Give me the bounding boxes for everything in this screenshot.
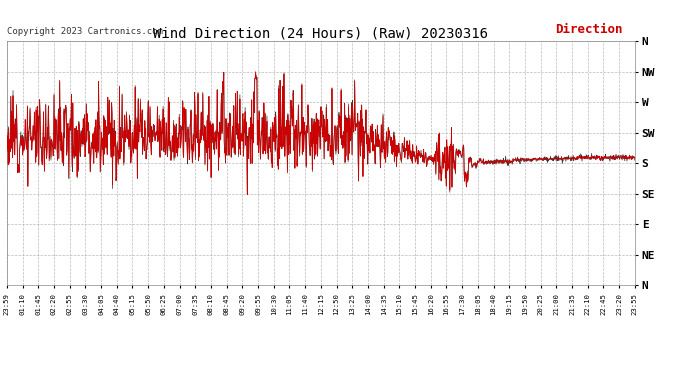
Title: Wind Direction (24 Hours) (Raw) 20230316: Wind Direction (24 Hours) (Raw) 20230316: [153, 26, 489, 40]
Text: Direction: Direction: [555, 23, 622, 36]
Text: Copyright 2023 Cartronics.com: Copyright 2023 Cartronics.com: [7, 27, 163, 36]
